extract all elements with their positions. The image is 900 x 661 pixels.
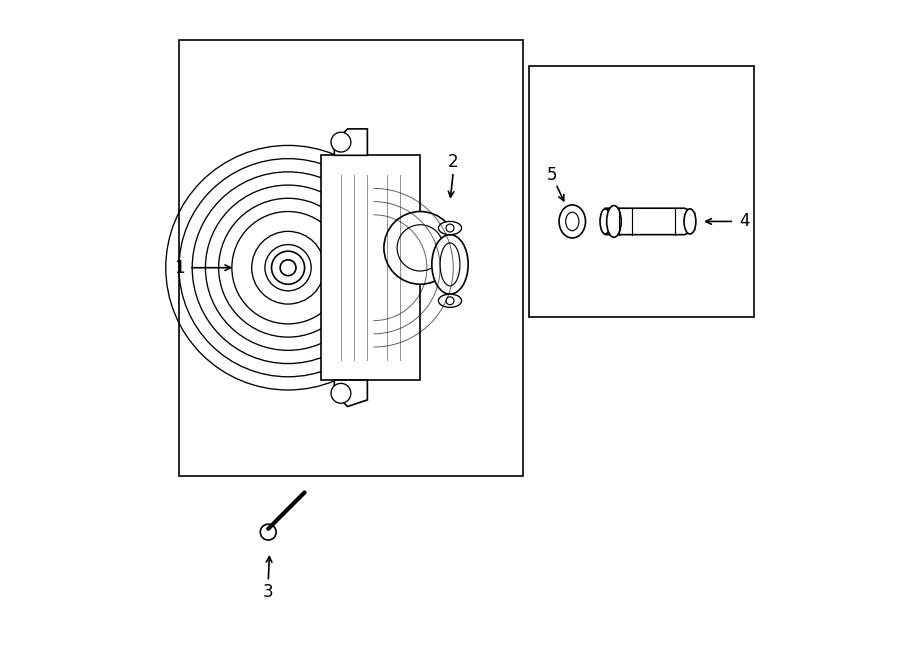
Circle shape	[331, 132, 351, 152]
Polygon shape	[606, 208, 695, 235]
Ellipse shape	[684, 209, 696, 234]
Text: 5: 5	[547, 166, 558, 184]
Circle shape	[446, 224, 454, 232]
Ellipse shape	[432, 235, 468, 294]
Circle shape	[446, 297, 454, 305]
Text: 4: 4	[739, 212, 750, 231]
Polygon shape	[321, 155, 420, 380]
Ellipse shape	[438, 221, 462, 235]
Text: 1: 1	[174, 258, 184, 277]
Ellipse shape	[438, 294, 462, 307]
Ellipse shape	[559, 205, 586, 238]
Circle shape	[384, 212, 456, 284]
Ellipse shape	[566, 212, 579, 231]
Ellipse shape	[600, 209, 610, 234]
Circle shape	[260, 524, 276, 540]
Bar	[529, 66, 754, 317]
Ellipse shape	[607, 206, 621, 237]
Text: 2: 2	[448, 153, 459, 171]
Text: 3: 3	[263, 582, 274, 601]
Bar	[179, 40, 523, 476]
Polygon shape	[334, 380, 367, 407]
Polygon shape	[334, 129, 367, 155]
Circle shape	[331, 383, 351, 403]
